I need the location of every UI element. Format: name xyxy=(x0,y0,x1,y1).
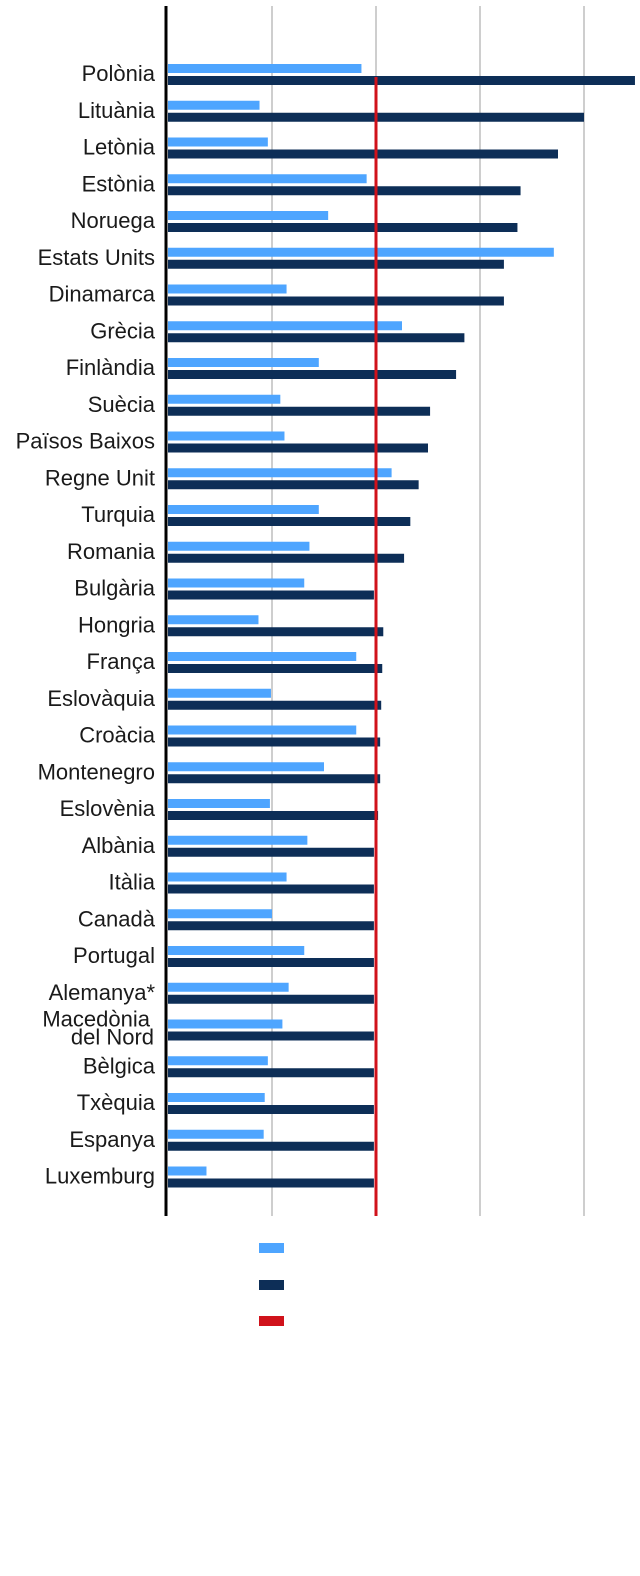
bar-series-1 xyxy=(168,1129,264,1139)
bar-series-2 xyxy=(168,1105,374,1114)
bar-series-1 xyxy=(168,174,367,184)
category-label: Hongria xyxy=(78,612,156,637)
bar-series-1 xyxy=(168,284,287,294)
bar-series-1 xyxy=(168,321,402,331)
bar-series-1 xyxy=(168,100,260,110)
bar-series-2 xyxy=(168,370,457,379)
bar-series-1 xyxy=(168,468,392,478)
bar-series-2 xyxy=(168,1141,374,1151)
bar-series-1 xyxy=(168,394,281,404)
bar-series-1 xyxy=(168,946,305,955)
category-label: Estats Units xyxy=(38,245,155,270)
category-label: Croàcia xyxy=(79,723,156,748)
category-label: Portugal xyxy=(73,943,155,968)
category-label: França xyxy=(87,649,156,674)
category-label: Regne Unit xyxy=(45,465,155,490)
bar-series-1 xyxy=(168,505,319,514)
bar-series-2 xyxy=(168,76,635,85)
bar-series-2 xyxy=(168,627,384,637)
bar-series-1 xyxy=(168,725,357,735)
category-label: Dinamarca xyxy=(49,282,156,307)
bar-series-1 xyxy=(168,982,289,992)
bar-series-2 xyxy=(168,1068,374,1078)
bar-series-2 xyxy=(168,590,374,600)
category-label: Luxemburg xyxy=(45,1164,155,1189)
category-label: Suècia xyxy=(88,392,156,417)
bar-series-2 xyxy=(168,774,381,784)
bar-series-2 xyxy=(168,1178,374,1188)
bar-series-2 xyxy=(168,443,428,453)
category-label: Romania xyxy=(67,539,156,564)
category-labels: Polònia Lituània Letònia Estònia Noruega Esta… xyxy=(16,61,156,1189)
bar-series-1 xyxy=(168,247,554,257)
bar-series-2 xyxy=(168,296,504,306)
category-label: Espanya xyxy=(69,1127,155,1152)
category-label: Macedònia del Nord xyxy=(42,1007,154,1050)
category-label: Turquia xyxy=(81,502,156,527)
category-label: Bulgària xyxy=(74,576,155,601)
category-label: Països Baixos xyxy=(16,429,155,454)
bar-series-2 xyxy=(168,700,382,710)
bar-series-1 xyxy=(168,541,310,551)
bars xyxy=(168,64,635,1188)
bar-series-1 xyxy=(168,1019,283,1029)
bar-series-2 xyxy=(168,737,381,747)
category-label: Letònia xyxy=(83,135,156,160)
bar-series-2 xyxy=(168,259,504,269)
bar-series-1 xyxy=(168,688,271,698)
bar-series-2 xyxy=(168,958,374,967)
bar-series-1 xyxy=(168,615,259,625)
bar-series-1 xyxy=(168,578,305,588)
bar-series-1 xyxy=(168,799,270,808)
bar-series-2 xyxy=(168,186,521,196)
category-label: Canadà xyxy=(78,906,156,931)
bar-series-2 xyxy=(168,847,374,857)
bar-series-2 xyxy=(168,811,379,820)
category-label: Itàlia xyxy=(109,870,156,895)
bar-series-1 xyxy=(168,431,285,441)
bar-series-2 xyxy=(168,223,518,232)
bar-series-1 xyxy=(168,762,324,772)
category-label: Grècia xyxy=(90,318,156,343)
bar-series-2 xyxy=(168,884,374,894)
legend-swatch xyxy=(259,1280,284,1290)
category-label: Polònia xyxy=(82,61,156,86)
category-label: Albània xyxy=(82,833,156,858)
bar-series-1 xyxy=(168,652,357,661)
bar-series-2 xyxy=(168,994,374,1004)
bar-series-2 xyxy=(168,664,383,673)
category-label: Eslovènia xyxy=(60,796,156,821)
bar-series-2 xyxy=(168,333,465,343)
category-label: Finlàndia xyxy=(66,355,156,380)
category-label: Estònia xyxy=(82,171,156,196)
legend-swatch xyxy=(259,1243,284,1253)
legend xyxy=(259,1243,284,1326)
category-label: Eslovàquia xyxy=(47,686,155,711)
bar-series-2 xyxy=(168,921,374,931)
bar-series-1 xyxy=(168,64,362,73)
bar-series-1 xyxy=(168,872,287,882)
bar-series-2 xyxy=(168,1031,374,1041)
bar-series-1 xyxy=(168,835,308,845)
bar-series-2 xyxy=(168,517,411,526)
category-label: Txèquia xyxy=(77,1090,156,1115)
category-label: Bèlgica xyxy=(83,1053,156,1078)
bar-series-1 xyxy=(168,1166,207,1176)
bar-series-1 xyxy=(168,1093,265,1102)
bar-series-1 xyxy=(168,1056,268,1066)
bar-series-1 xyxy=(168,211,329,220)
bar-series-1 xyxy=(168,909,272,919)
category-label: Noruega xyxy=(71,208,156,233)
bar-series-2 xyxy=(168,149,558,159)
bar-series-2 xyxy=(168,553,405,563)
category-label: Lituània xyxy=(78,98,156,123)
bar-series-2 xyxy=(168,480,419,490)
bar-series-1 xyxy=(168,358,319,367)
category-label: Montenegro xyxy=(38,759,155,784)
bar-series-1 xyxy=(168,137,268,147)
category-label: Alemanya* xyxy=(49,980,156,1005)
bar-series-2 xyxy=(168,406,431,416)
legend-swatch xyxy=(259,1316,284,1326)
